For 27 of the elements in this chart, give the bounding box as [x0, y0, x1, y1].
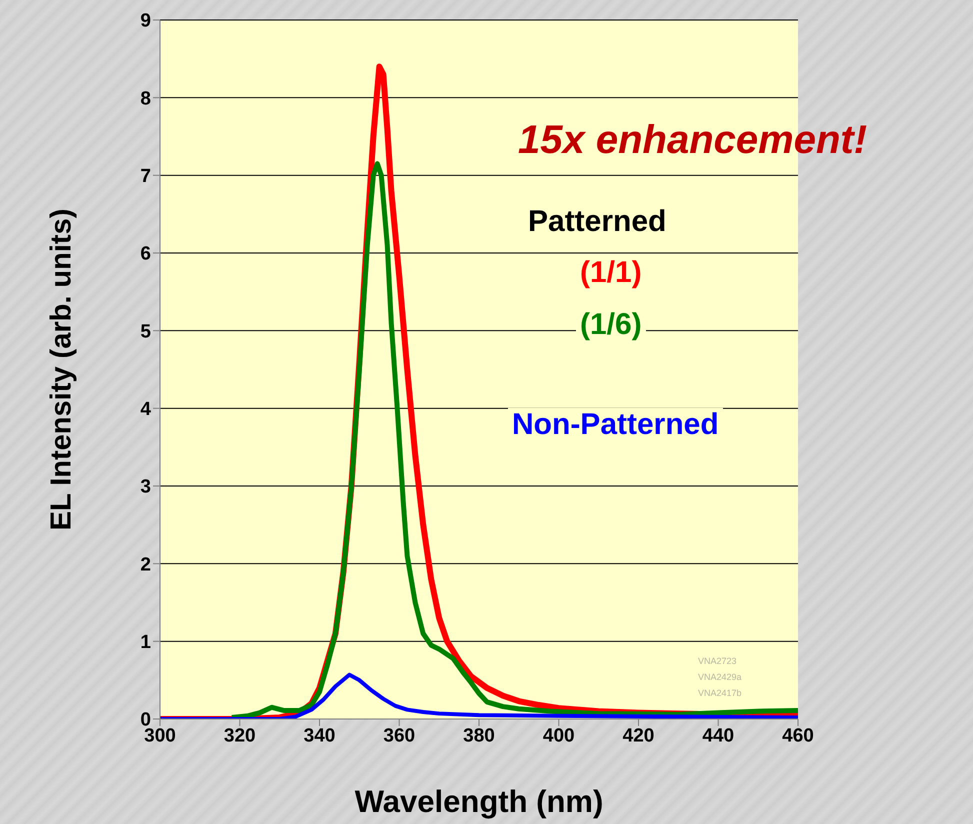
- y-tick-label: 7: [140, 166, 151, 188]
- y-tick-label: 9: [140, 10, 151, 32]
- annotation: VNA2417b: [698, 688, 742, 698]
- annotation: 15x enhancement!: [518, 118, 868, 163]
- x-tick-label: 340: [304, 725, 336, 746]
- x-tick-label: 320: [224, 725, 256, 746]
- y-tick-label: 2: [140, 554, 151, 576]
- x-axis-title: Wavelength (nm): [354, 784, 604, 819]
- y-tick-label: 4: [140, 399, 152, 420]
- x-tick-label: 460: [782, 725, 814, 746]
- x-tick-label: 440: [702, 725, 734, 746]
- annotation: Patterned: [528, 205, 666, 239]
- x-tick-label: 400: [542, 725, 575, 746]
- text: (1/6): [576, 308, 646, 342]
- y-tick-label: 1: [140, 632, 152, 654]
- text: (1/1): [576, 256, 646, 290]
- y-tick-label: 6: [140, 244, 151, 265]
- y-axis-title: EL Intensity (arb. units): [45, 208, 78, 530]
- y-tick-label: 3: [140, 476, 151, 498]
- annotation: VNA2723: [698, 656, 737, 666]
- y-tick-label: 8: [140, 88, 151, 110]
- x-tick-label: 420: [622, 725, 654, 746]
- y-tick-label: 5: [140, 321, 152, 342]
- text: Non-Patterned: [508, 408, 723, 442]
- x-tick-label: 360: [383, 725, 416, 746]
- x-tick-label: 380: [463, 725, 495, 746]
- annotation: VNA2429a: [698, 672, 742, 682]
